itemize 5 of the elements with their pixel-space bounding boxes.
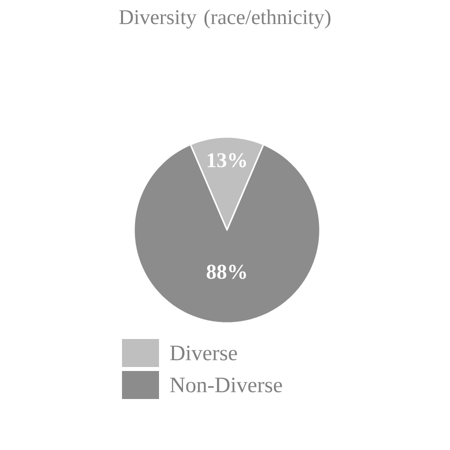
legend-label: Non-Diverse [170,378,282,392]
legend-label: Diverse [170,346,237,360]
chart-title: Diversity (race/ethnicity) [119,10,330,29]
data-label: 88% [206,264,246,279]
data-label: 13% [208,153,246,168]
